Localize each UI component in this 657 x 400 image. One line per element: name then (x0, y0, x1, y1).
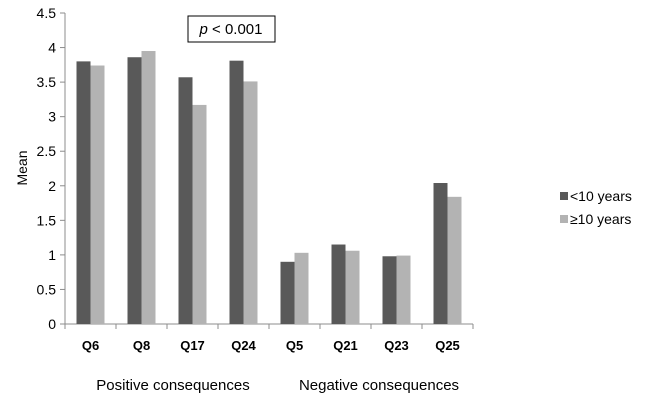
legend-swatch-10-plus (560, 215, 568, 223)
category-label-q25: Q25 (435, 338, 460, 353)
y-tick-label: 1 (48, 247, 56, 263)
y-tick-label: 3 (48, 109, 56, 125)
y-tick-label: 2 (48, 178, 56, 194)
svg-text:p < 0.001: p < 0.001 (199, 21, 263, 38)
bar-10-plus-q6 (90, 65, 105, 324)
y-axis-title: Mean (14, 150, 30, 185)
x-axis (64, 323, 474, 329)
group-label-negative: Negative consequences (299, 377, 459, 394)
bar-under-10-q25 (433, 183, 448, 324)
category-label-q8: Q8 (133, 338, 150, 353)
p-value-annotation: p < 0.001 (187, 15, 276, 43)
bar-under-10-q24 (229, 60, 244, 324)
bar-under-10-q5 (280, 261, 295, 324)
bar-under-10-q21 (331, 244, 346, 324)
bars (76, 51, 462, 325)
bar-10-plus-q24 (243, 81, 258, 324)
bar-under-10-q17 (178, 77, 193, 324)
category-label-q23: Q23 (384, 338, 409, 353)
category-label-q21: Q21 (333, 338, 358, 353)
y-tick-label: 2.5 (37, 143, 57, 159)
y-tick-label: 0 (48, 316, 56, 332)
legend: <10 years ≥10 years (560, 188, 632, 227)
y-tick-label: 4.5 (37, 5, 57, 21)
p-value-text: < 0.001 (208, 21, 263, 38)
bar-under-10-q23 (382, 256, 397, 324)
category-label-q6: Q6 (82, 338, 99, 353)
bar-under-10-q8 (127, 57, 142, 324)
group-label-positive: Positive consequences (96, 377, 249, 394)
p-value-symbol: p (199, 21, 208, 38)
bar-10-plus-q5 (294, 252, 309, 324)
y-tick-label: 1.5 (37, 212, 57, 228)
bar-10-plus-q23 (396, 255, 411, 324)
category-labels: Q6 Q8 Q17 Q24 Q5 Q21 Q23 Q25 (82, 338, 460, 353)
bar-10-plus-q8 (141, 51, 156, 325)
bar-10-plus-q17 (192, 104, 207, 324)
category-label-q24: Q24 (231, 338, 256, 353)
legend-swatch-under-10 (560, 192, 568, 200)
y-tick-label: 0.5 (37, 281, 57, 297)
bar-10-plus-q21 (345, 250, 360, 324)
category-label-q5: Q5 (286, 338, 303, 353)
category-label-q17: Q17 (180, 338, 205, 353)
legend-label-10-plus: ≥10 years (570, 211, 631, 227)
legend-label-under-10: <10 years (570, 188, 632, 204)
bar-under-10-q6 (76, 61, 91, 324)
bar-10-plus-q25 (447, 196, 462, 324)
y-axis: 0 0.5 1 1.5 2 2.5 3 3.5 4 4.5 (37, 5, 66, 332)
y-tick-label: 3.5 (37, 74, 57, 90)
y-tick-label: 4 (48, 40, 56, 56)
